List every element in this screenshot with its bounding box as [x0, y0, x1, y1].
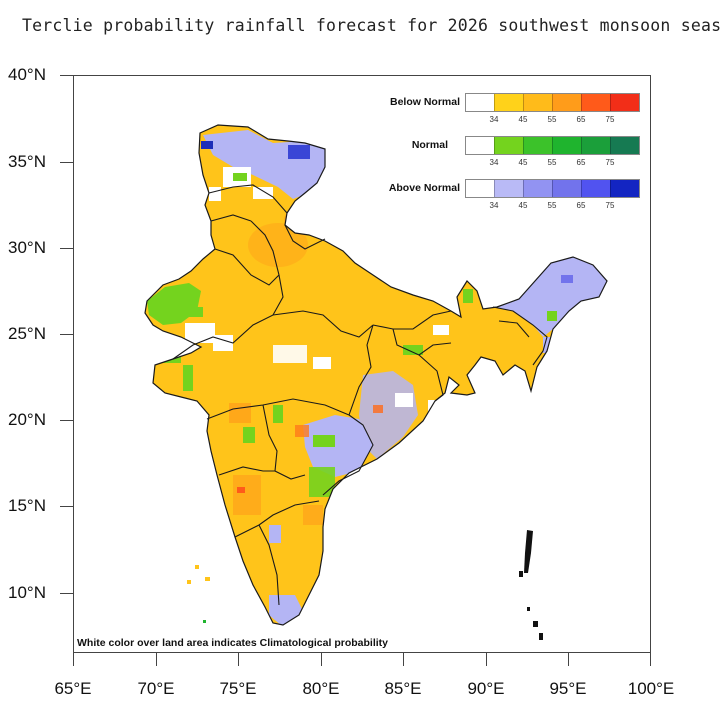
x-tick-label: 65°E: [54, 679, 92, 698]
x-tick: [238, 653, 239, 666]
x-tick-label: 90°E: [467, 679, 505, 698]
y-tick: [60, 420, 73, 421]
x-tick-label: 75°E: [219, 679, 257, 698]
color-bar-ticks: 34 45 55 65 75: [489, 158, 615, 167]
y-tick: [60, 75, 73, 76]
y-tick: [60, 334, 73, 335]
legend-label: Normal: [411, 139, 448, 151]
x-tick: [486, 653, 487, 666]
india-forecast-map: [144, 124, 608, 640]
legend-above-normal: Above Normal 34 45 55 65 75: [372, 178, 652, 218]
climatology-note: White color over land area indicates Cli…: [77, 637, 388, 649]
y-tick: [60, 162, 73, 163]
x-tick-label: 95°E: [549, 679, 587, 698]
x-tick: [73, 653, 74, 666]
x-tick: [403, 653, 404, 666]
legend-label: Above Normal: [388, 182, 460, 194]
x-tick-label: 70°E: [137, 679, 175, 698]
legend-normal: Normal 34 45 55 65 75: [372, 135, 652, 175]
color-bar: [465, 93, 640, 112]
chart-title: Terclie probability rainfall forecast fo…: [22, 16, 720, 35]
plot-frame: [73, 75, 651, 653]
y-tick-label: 15°N: [8, 496, 46, 515]
y-tick: [60, 248, 73, 249]
lakshadweep-islands: [187, 565, 210, 623]
legend-label: Below Normal: [389, 96, 460, 108]
x-tick: [650, 653, 651, 666]
y-tick: [60, 506, 73, 507]
legend-below-normal: Below Normal 34 45 55 65 75: [372, 92, 652, 132]
x-tick-label: 80°E: [302, 679, 340, 698]
color-bar: [465, 179, 640, 198]
x-tick: [568, 653, 569, 666]
x-tick: [321, 653, 322, 666]
y-tick-label: 20°N: [8, 410, 46, 429]
x-tick-label: 85°E: [384, 679, 422, 698]
y-tick-label: 40°N: [8, 65, 46, 84]
y-tick-label: 10°N: [8, 583, 46, 602]
y-tick-label: 35°N: [8, 152, 46, 171]
y-tick-label: 25°N: [8, 324, 46, 343]
y-tick-label: 30°N: [8, 238, 46, 257]
color-bar-ticks: 34 45 55 65 75: [489, 201, 615, 210]
x-tick-label: 100°E: [627, 679, 675, 698]
y-tick: [60, 593, 73, 594]
color-bar-ticks: 34 45 55 65 75: [489, 115, 615, 124]
color-bar: [465, 136, 640, 155]
state-borders: [144, 124, 608, 626]
x-tick: [156, 653, 157, 666]
andaman-nicobar-islands: [519, 530, 543, 640]
